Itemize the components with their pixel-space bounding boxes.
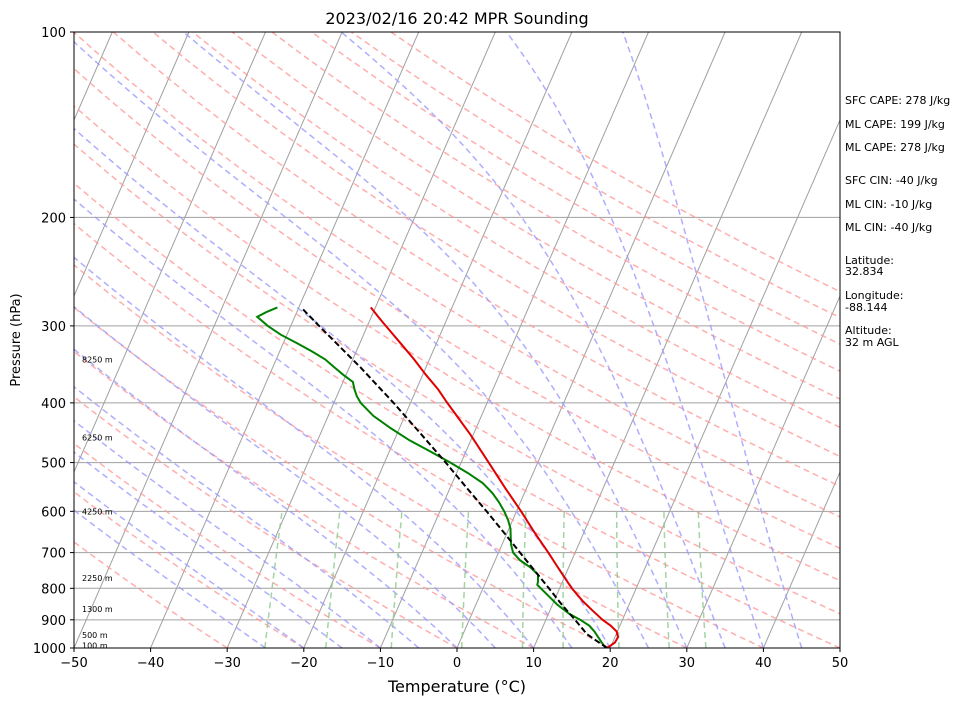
- isotherm-line: [74, 32, 343, 648]
- annotation-altitude-value: 32 m AGL: [845, 336, 900, 349]
- isotherm-line: [74, 32, 190, 298]
- y-tick-label: 900: [41, 614, 66, 629]
- sounding-series: [255, 306, 620, 648]
- dry-adiabat: [74, 395, 458, 648]
- height-label: 8250 m: [82, 355, 113, 364]
- x-tick-label: −10: [367, 656, 394, 671]
- dry-adiabat: [152, 32, 840, 458]
- moist-adiabat: [74, 198, 573, 648]
- moist-adiabat: [74, 509, 266, 648]
- x-tick-label: 10: [525, 656, 542, 671]
- x-tick-label: −40: [137, 656, 164, 671]
- y-tick-label: 500: [41, 457, 66, 472]
- dry-adiabat: [74, 182, 840, 648]
- annotation-ml-cin-1: ML CIN: -10 J/kg: [845, 198, 932, 211]
- moist-adiabat: [74, 305, 496, 648]
- background-lines: [74, 32, 840, 648]
- x-tick-label: 40: [755, 656, 772, 671]
- moist-adiabat: [74, 385, 420, 648]
- isotherm-line: [74, 32, 266, 474]
- height-label: 100 m: [82, 642, 108, 651]
- annotation-ml-cin-2: ML CIN: -40 J/kg: [845, 221, 932, 234]
- moist-adiabat: [505, 32, 765, 648]
- y-tick-label: 600: [41, 505, 66, 520]
- mixing-ratio-line: [390, 511, 403, 648]
- x-tick-label: −30: [213, 656, 240, 671]
- x-tick-label: 30: [679, 656, 696, 671]
- dry-adiabat: [74, 67, 840, 550]
- y-tick-label: 1000: [33, 642, 66, 657]
- x-tick-label: 50: [832, 656, 849, 671]
- x-tick-label: −50: [60, 656, 87, 671]
- isotherm-line: [150, 32, 420, 648]
- moist-adiabat: [74, 256, 535, 648]
- isotherm-line: [609, 118, 840, 648]
- annotation-longitude-value: -88.144: [845, 301, 887, 314]
- moist-adiabat: [74, 451, 343, 648]
- x-axis-label: Temperature (°C): [387, 677, 526, 696]
- temperature-line: [370, 306, 620, 648]
- annotation-sfc-cape: SFC CAPE: 278 J/kg: [845, 94, 950, 107]
- dry-adiabat: [271, 32, 840, 373]
- y-tick-label: 300: [41, 320, 66, 335]
- moist-adiabat: [74, 480, 305, 648]
- mixing-ratio-line: [615, 511, 620, 648]
- height-label: 6250 m: [82, 433, 113, 442]
- y-tick-label: 100: [41, 26, 66, 41]
- annotation-ml-cape-2: ML CAPE: 278 J/kg: [845, 141, 945, 154]
- dry-adiabat: [74, 143, 840, 615]
- moist-adiabat: [74, 127, 611, 648]
- height-label: 4250 m: [82, 507, 113, 516]
- isotherm-line: [686, 294, 840, 648]
- moist-adiabat: [74, 348, 458, 648]
- dry-adiabat: [74, 306, 611, 648]
- isotherm-line: [456, 32, 726, 648]
- moist-adiabat: [74, 40, 650, 648]
- isotherm-line: [226, 32, 496, 648]
- moist-adiabat: [183, 32, 688, 648]
- axis-ticks: −50 −40 −30 −20 −10 0 10 20 30 40 50 100 200 300 400 50…: [33, 26, 848, 671]
- height-labels: 100 m 500 m 1300 m 2250 m 4250 m 6250 m 8250 m: [82, 355, 113, 650]
- dry-adiabat: [311, 32, 840, 345]
- annotation-longitude-label: Longitude:: [845, 289, 903, 302]
- isotherm-line: [303, 32, 573, 648]
- y-axis-label: Pressure (hPa): [9, 293, 24, 386]
- stats-annotations: SFC CAPE: 278 J/kg ML CAPE: 199 J/kg ML …: [845, 94, 950, 349]
- x-tick-label: −20: [290, 656, 317, 671]
- annotation-sfc-cin: SFC CIN: -40 J/kg: [845, 174, 938, 187]
- annotation-latitude-label: Latitude:: [845, 254, 894, 267]
- dry-adiabat: [74, 442, 381, 648]
- dewpoint-line: [255, 306, 607, 648]
- annotation-latitude-value: 32.834: [845, 265, 884, 278]
- height-label: 1300 m: [82, 605, 113, 614]
- annotation-altitude-label: Altitude:: [845, 324, 892, 337]
- dry-adiabat: [74, 350, 534, 648]
- mixing-ratio-line: [521, 511, 527, 648]
- dry-adiabat: [192, 32, 840, 429]
- annotation-ml-cape-1: ML CAPE: 199 J/kg: [845, 118, 945, 131]
- chart-title: 2023/02/16 20:42 MPR Sounding: [325, 9, 588, 28]
- dry-adiabat: [74, 264, 688, 648]
- y-tick-label: 200: [41, 211, 66, 226]
- dry-adiabat: [74, 490, 305, 648]
- x-tick-label: 0: [453, 656, 461, 671]
- moist-adiabat: [74, 419, 381, 648]
- mixing-ratio-line: [264, 511, 283, 648]
- dry-adiabat: [74, 32, 840, 518]
- isotherm-line: [762, 470, 840, 648]
- y-tick-label: 800: [41, 582, 66, 597]
- moist-adiabat: [340, 32, 726, 648]
- height-label: 500 m: [82, 631, 108, 640]
- height-label: 2250 m: [82, 574, 113, 583]
- x-tick-label: 20: [602, 656, 619, 671]
- plot-frame: [73, 31, 841, 649]
- isotherm-line: [379, 32, 649, 648]
- mixing-ratio-line: [325, 511, 341, 648]
- y-tick-label: 400: [41, 397, 66, 412]
- dry-adiabat: [112, 32, 840, 488]
- dry-adiabat: [74, 104, 840, 582]
- y-tick-label: 700: [41, 547, 66, 562]
- moist-adiabat: [622, 32, 803, 648]
